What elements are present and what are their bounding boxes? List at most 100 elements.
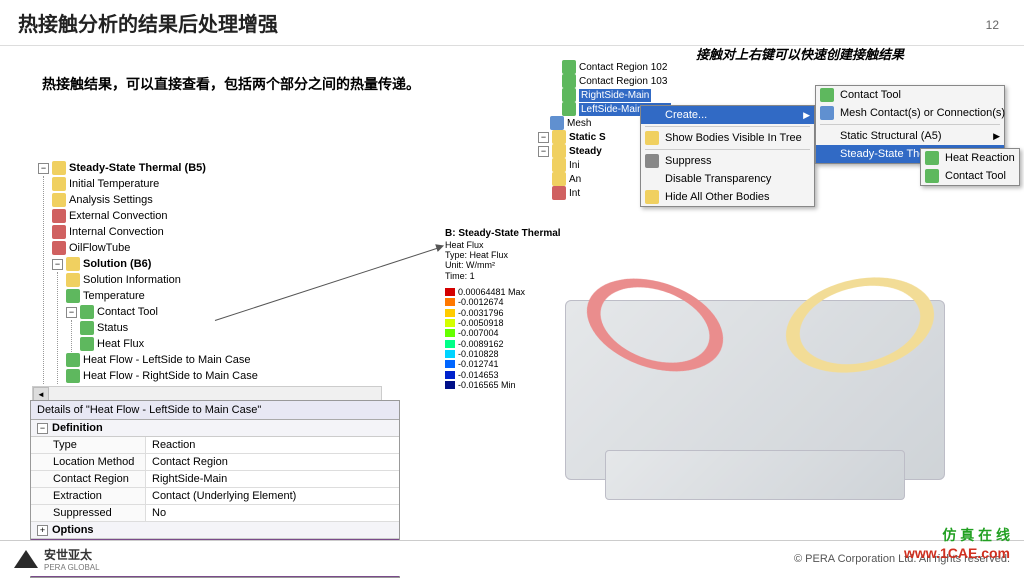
legend-item: -0.0031796 — [445, 308, 561, 318]
legend-item: -0.012741 — [445, 359, 561, 369]
legend-swatch — [445, 288, 455, 296]
collapse-icon[interactable]: − — [37, 423, 48, 434]
title-bar: 热接触分析的结果后处理增强 — [0, 0, 1024, 46]
heat-icon — [925, 151, 939, 165]
menu-item[interactable]: Hide All Other Bodies — [641, 188, 814, 206]
collapse-icon[interactable]: − — [538, 132, 549, 143]
tree-solution[interactable]: −Solution (B6) — [52, 256, 382, 272]
legend-item: -0.016565 Min — [445, 380, 561, 390]
legend-item: 0.00064481 Max — [445, 287, 561, 297]
menu-item[interactable]: Show Bodies Visible In Tree — [641, 129, 814, 147]
legend-sub: Type: Heat Flux — [445, 250, 561, 260]
outline-tree: −Steady-State Thermal (B5) Initial Tempe… — [32, 160, 382, 402]
tree-item[interactable]: OilFlowTube — [52, 240, 382, 256]
logo-text: 安世亚太 PERA GLOBAL — [44, 546, 100, 572]
tree-item[interactable]: Heat Flux — [80, 336, 382, 352]
legend-sub: Time: 1 — [445, 271, 561, 281]
menu-item-create[interactable]: Create...▶ — [641, 106, 814, 124]
menu-separator — [820, 124, 1000, 125]
page-number: 12 — [986, 18, 999, 32]
result-icon — [66, 289, 80, 303]
legend-swatch — [445, 329, 455, 337]
legend-item: -0.010828 — [445, 349, 561, 359]
legend-item: -0.0050918 — [445, 318, 561, 328]
menu-item[interactable]: Static Structural (A5)▶ — [816, 127, 1004, 145]
tree-root[interactable]: −Steady-State Thermal (B5) — [32, 160, 382, 176]
collapse-icon[interactable]: − — [52, 259, 63, 270]
legend-value: -0.010828 — [458, 349, 499, 359]
flux-icon — [80, 337, 94, 351]
thermal-icon — [552, 144, 566, 158]
tree-item[interactable]: Initial Temperature — [52, 176, 382, 192]
detail-row[interactable]: Contact RegionRightSide-Main — [31, 471, 399, 488]
legend-value: 0.00064481 Max — [458, 287, 525, 297]
detail-row[interactable]: SuppressedNo — [31, 505, 399, 522]
tree-item[interactable]: Heat Flow - RightSide to Main Case — [66, 368, 382, 384]
suppress-icon — [645, 154, 659, 168]
status-icon — [80, 321, 94, 335]
legend-item: -0.0089162 — [445, 339, 561, 349]
menu-item[interactable]: Mesh Contact(s) or Connection(s) — [816, 104, 1004, 122]
flow-icon — [66, 353, 80, 367]
legend-swatch — [445, 309, 455, 317]
tree-item[interactable]: Heat Flow - LeftSide to Main Case — [66, 352, 382, 368]
legend-swatch — [445, 350, 455, 358]
tree-item[interactable]: Temperature — [66, 288, 382, 304]
menu-item[interactable]: Heat Reaction — [921, 149, 1019, 167]
watermark-url: www.1CAE.com — [904, 544, 1010, 562]
tree-item[interactable]: Contact Region 102 — [538, 60, 671, 74]
detail-row[interactable]: TypeReaction — [31, 437, 399, 454]
contact-tool-icon — [925, 169, 939, 183]
legend-value: -0.0012674 — [458, 297, 504, 307]
contact-icon — [562, 102, 576, 116]
legend-item: -0.014653 — [445, 370, 561, 380]
tree-item[interactable]: Internal Convection — [52, 224, 382, 240]
tree-item[interactable]: Analysis Settings — [52, 192, 382, 208]
menu-item[interactable]: Disable Transparency — [641, 170, 814, 188]
menu-separator — [645, 149, 810, 150]
solution-icon — [66, 257, 80, 271]
thermal-icon — [52, 161, 66, 175]
details-section-options[interactable]: +Options — [31, 522, 399, 539]
item-icon — [552, 172, 566, 186]
detail-row[interactable]: Location MethodContact Region — [31, 454, 399, 471]
temp-icon — [52, 177, 66, 191]
legend-swatch — [445, 371, 455, 379]
expand-icon[interactable]: + — [37, 525, 48, 536]
submenu-2: Heat Reaction Contact Tool — [920, 148, 1020, 186]
legend-swatch — [445, 298, 455, 306]
menu-item[interactable]: Suppress — [641, 152, 814, 170]
bulb-icon — [645, 190, 659, 204]
detail-row[interactable]: ExtractionContact (Underlying Element) — [31, 488, 399, 505]
page-title: 热接触分析的结果后处理增强 — [18, 8, 1006, 37]
tree-item[interactable]: External Convection — [52, 208, 382, 224]
menu-item[interactable]: Contact Tool — [816, 86, 1004, 104]
legend-value: -0.007004 — [458, 328, 499, 338]
legend-value: -0.014653 — [458, 370, 499, 380]
tree-item[interactable]: Status — [80, 320, 382, 336]
contact-icon — [562, 60, 576, 74]
logo-icon — [14, 550, 38, 568]
legend-value: -0.016565 Min — [458, 380, 516, 390]
context-menu: Create...▶ Show Bodies Visible In Tree S… — [640, 105, 815, 207]
details-section-definition[interactable]: −Definition — [31, 420, 399, 437]
cad-model-render — [545, 220, 995, 520]
legend-swatch — [445, 319, 455, 327]
submenu-arrow-icon: ▶ — [803, 110, 810, 121]
details-header: Details of "Heat Flow - LeftSide to Main… — [31, 401, 399, 420]
watermark-cn: 仿 真 在 线 — [904, 526, 1010, 544]
legend-item: -0.0012674 — [445, 297, 561, 307]
legend-swatch — [445, 360, 455, 368]
collapse-icon[interactable]: − — [538, 146, 549, 157]
legend-title: B: Steady-State Thermal — [445, 228, 561, 240]
contact-icon — [562, 74, 576, 88]
collapse-icon[interactable]: − — [66, 307, 77, 318]
tree-item-selected[interactable]: RightSide-Main — [538, 88, 671, 102]
mesh-icon — [550, 116, 564, 130]
tree-item[interactable]: Contact Region 103 — [538, 74, 671, 88]
legend-item: -0.007004 — [445, 328, 561, 338]
scroll-left-icon[interactable]: ◄ — [33, 387, 49, 401]
conv-icon — [52, 209, 66, 223]
collapse-icon[interactable]: − — [38, 163, 49, 174]
menu-item[interactable]: Contact Tool — [921, 167, 1019, 185]
